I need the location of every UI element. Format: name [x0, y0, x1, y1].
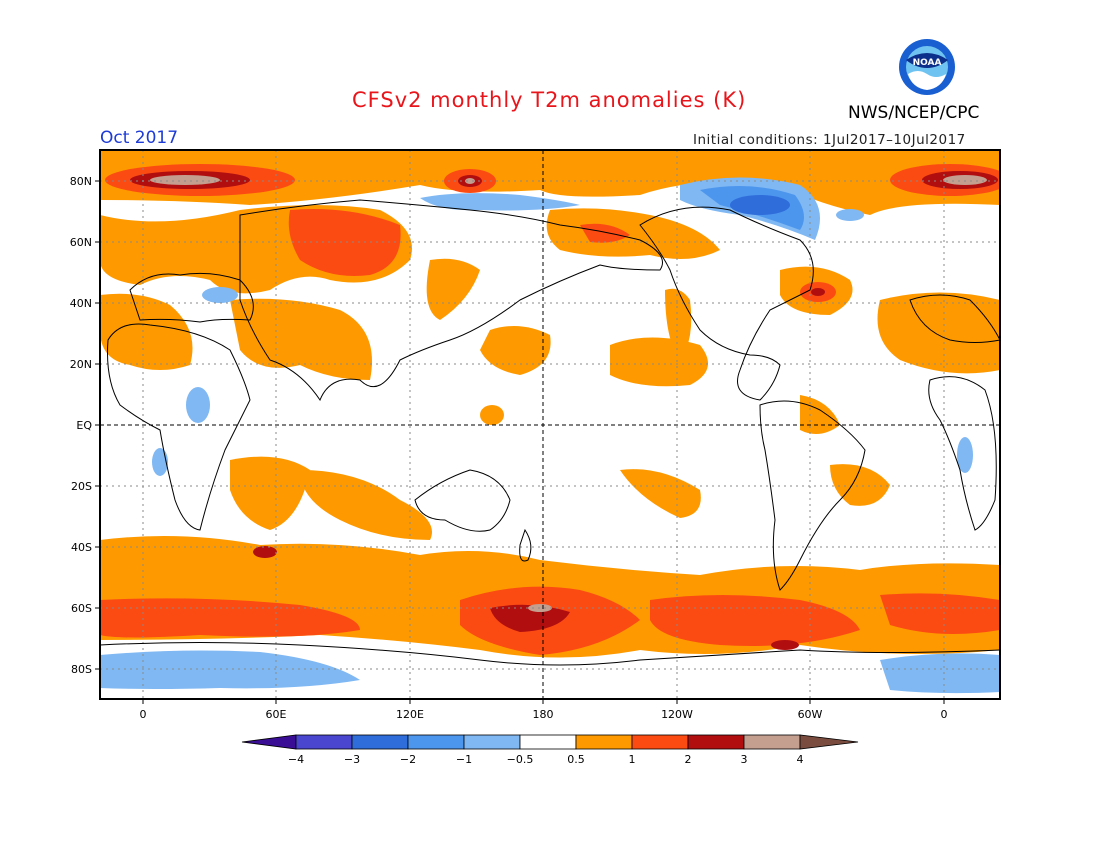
lon-label: 120E	[396, 708, 424, 721]
colorbar-label: −2	[400, 753, 416, 766]
logo-text: NOAA	[913, 58, 942, 68]
lon-label: 60W	[798, 708, 823, 721]
initial-conditions-label: Initial conditions: 1Jul2017–10Jul2017	[693, 132, 966, 148]
colorbar-label: −0.5	[507, 753, 534, 766]
colorbar-swatch	[407, 734, 465, 750]
axis-ticks	[95, 180, 945, 704]
colorbar-label: −1	[456, 753, 472, 766]
lat-label: 60S	[71, 602, 92, 615]
lat-label: 20S	[71, 480, 92, 493]
colorbar-left-arrow	[241, 734, 297, 750]
colorbar-swatch	[519, 734, 577, 750]
colorbar-swatch	[631, 734, 689, 750]
lat-label: 80N	[70, 175, 92, 188]
colorbar-swatch	[351, 734, 409, 750]
lat-label: EQ	[76, 419, 92, 432]
latitude-labels: 80N 60N 40N 20N EQ 20S 40S 60S 80S	[70, 175, 93, 676]
colorbar-label: −4	[288, 753, 304, 766]
lon-label: 0	[941, 708, 948, 721]
colorbar-label: −3	[344, 753, 360, 766]
colorbar-swatch	[463, 734, 521, 750]
lon-label: 60E	[266, 708, 287, 721]
colorbar-labels: −4 −3 −2 −1 −0.5 0.5 1 2 3 4	[288, 753, 804, 766]
lon-label: 180	[533, 708, 554, 721]
lat-label: 40N	[70, 297, 92, 310]
lat-label: 40S	[71, 541, 92, 554]
lon-label: 120W	[661, 708, 693, 721]
lon-label: 0	[140, 708, 147, 721]
colorbar-right-arrow	[799, 734, 859, 750]
longitude-labels: 0 60E 120E 180 120W 60W 0	[140, 708, 948, 721]
colorbar-label: 2	[685, 753, 692, 766]
colorbar-label: 4	[797, 753, 804, 766]
valid-month-label: Oct 2017	[100, 128, 179, 148]
lat-label: 80S	[71, 663, 92, 676]
colorbar-label: 3	[741, 753, 748, 766]
agency-label: NWS/NCEP/CPC	[848, 103, 980, 123]
graticule	[100, 150, 1000, 699]
colorbar-label: 0.5	[567, 753, 585, 766]
colorbar-swatch	[295, 734, 353, 750]
lat-label: 60N	[70, 236, 92, 249]
colorbar-swatch	[743, 734, 801, 750]
lat-label: 20N	[70, 358, 92, 371]
colorbar-label: 1	[629, 753, 636, 766]
map-title: CFSv2 monthly T2m anomalies (K)	[352, 88, 747, 112]
colorbar	[241, 734, 859, 750]
noaa-logo: NOAA	[899, 39, 955, 95]
colorbar-swatch	[687, 734, 745, 750]
colorbar-swatch	[575, 734, 633, 750]
